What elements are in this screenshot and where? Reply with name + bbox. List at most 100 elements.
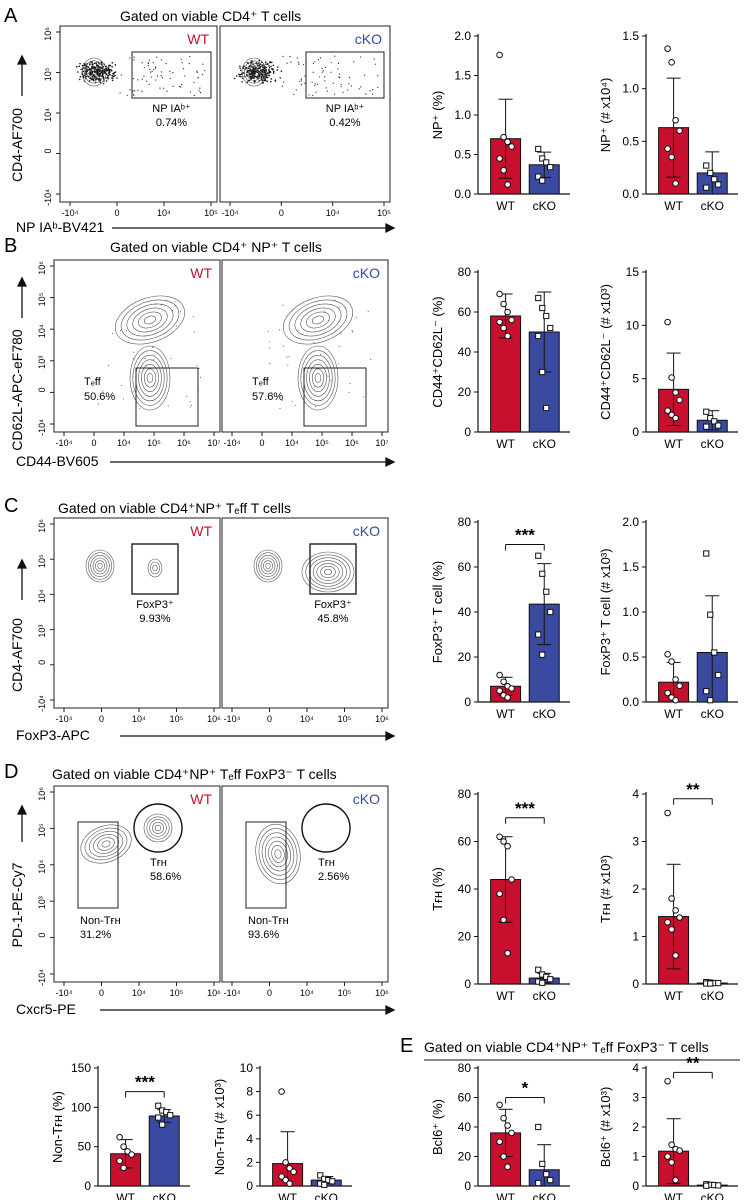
event-dot (198, 367, 200, 369)
event-dot (148, 59, 150, 61)
event-dot (133, 94, 135, 96)
event-dot (101, 75, 103, 77)
contour-line (314, 373, 322, 383)
x-tick-label-cko: cKO (701, 437, 724, 451)
event-dot (345, 307, 347, 309)
event-dot (145, 365, 147, 367)
event-dot (304, 82, 306, 84)
event-dot (363, 74, 366, 76)
y-tick-label: 60 (458, 305, 472, 319)
y-tick-label: 0 (632, 1179, 639, 1193)
data-point-wt (278, 1088, 285, 1095)
event-dot (298, 63, 300, 65)
event-dot (96, 65, 98, 67)
x-tick-label: 10⁶ (375, 714, 389, 724)
bar-chart-b2: 0 5 10 15 CD44⁺CD62L⁻ (# x10³) WT cKO (598, 265, 738, 451)
contour-line (309, 363, 327, 393)
x-tick-label-wt: WT (496, 707, 515, 721)
event-dot (287, 364, 289, 366)
event-dot (119, 92, 121, 94)
data-point-cko (535, 1179, 542, 1187)
contour-line (253, 549, 283, 583)
significance-label: *** (135, 1073, 155, 1092)
y-tick-label: 10 (240, 1061, 254, 1075)
event-dot (263, 74, 266, 76)
contour-line (264, 836, 292, 872)
event-dot (270, 61, 273, 64)
bar-chart-c1: 0 20 40 60 80 FoxP3⁺ T cell (%) WT cKO *** (430, 515, 570, 721)
event-dot (243, 65, 245, 67)
flow-plot-c-wt: WT 10⁶ 10⁵ 10⁴ 10³ 0 -10⁴ -10⁴ 0 10⁴ 10⁵ 10⁶ FoxP3⁺ 9… (37, 517, 221, 724)
x-tick-label: -10⁴ (222, 208, 239, 218)
data-point-wt (672, 414, 679, 422)
data-point-cko (535, 332, 542, 340)
y-tick-label: 0 (43, 149, 53, 154)
gate-percent: 9.93% (139, 613, 170, 625)
contour-line (115, 295, 185, 345)
y-tick-label: 10⁵ (37, 823, 47, 837)
data-point-wt (496, 318, 503, 326)
event-dot (314, 83, 316, 85)
data-point-wt (664, 651, 671, 658)
contour-line (258, 555, 278, 577)
event-dot (178, 85, 181, 88)
event-dot (240, 75, 242, 78)
event-dot (103, 68, 106, 71)
data-point-cko (539, 1160, 546, 1167)
x-tick-label-wt: WT (278, 1191, 297, 1200)
y-tick-label: 1.0 (622, 82, 639, 96)
event-dot (159, 87, 161, 89)
data-point-cko (703, 423, 710, 430)
event-dot (193, 81, 195, 84)
contour-line (303, 354, 333, 402)
event-dot (371, 93, 373, 95)
event-dot (338, 306, 340, 308)
data-point-wt (504, 949, 511, 957)
event-dot (256, 76, 258, 79)
y-tick-label: 1.5 (622, 29, 639, 43)
event-dot (143, 75, 145, 77)
event-dot (276, 69, 278, 71)
y-tick-label: -10⁴ (37, 969, 47, 986)
contour-line (97, 837, 115, 851)
x-tick-label: 0 (259, 438, 264, 448)
data-point-wt (668, 1141, 675, 1148)
contour-line (323, 568, 333, 576)
flow-x-label-b: CD44-BV605 (16, 453, 99, 469)
event-dot (269, 61, 272, 64)
flow-y-label-d: PD-1-PE-Cy7 (9, 862, 25, 947)
y-tick-label: 4 (246, 1132, 253, 1146)
x-tick-label: -10⁴ (56, 988, 73, 998)
event-dot (85, 68, 88, 70)
y-tick-label: 60 (458, 835, 472, 849)
x-tick-label: 10⁷ (207, 438, 220, 448)
y-tick-label: 10⁶ (37, 787, 47, 801)
contour-line (149, 819, 167, 837)
data-point-wt (128, 1151, 135, 1158)
event-dot (272, 64, 275, 67)
bar-chart-d4: 0 2 4 6 8 10 Non-Tғʜ (# x10³) WT cKO (212, 1061, 352, 1200)
bar-chart-a2: 0.0 0.5 1.0 1.5 NP⁺ (# x10⁴) WT cKO (598, 29, 738, 213)
gate-name-non-tfh: Non-Tғʜ (248, 915, 289, 927)
event-dot (348, 83, 350, 85)
event-dot (272, 72, 275, 74)
data-point-cko (535, 294, 542, 302)
event-dot (114, 74, 116, 77)
y-tick-label: 0.0 (622, 187, 639, 201)
y-tick-label: 0 (464, 425, 471, 439)
event-dot (325, 87, 327, 89)
data-point-wt (500, 133, 507, 141)
event-dot (169, 70, 171, 72)
event-dot (338, 76, 340, 78)
y-tick-label: 10⁶ (43, 27, 53, 41)
event-dot (377, 86, 379, 89)
event-dot (264, 79, 267, 82)
contour-line (154, 824, 162, 832)
event-dot (172, 72, 174, 74)
x-tick-label: 10⁵ (338, 714, 352, 724)
flow-frame (59, 25, 218, 203)
event-dot (324, 76, 326, 78)
event-dot (199, 87, 201, 89)
event-dot (233, 77, 236, 80)
event-dot (319, 353, 321, 355)
